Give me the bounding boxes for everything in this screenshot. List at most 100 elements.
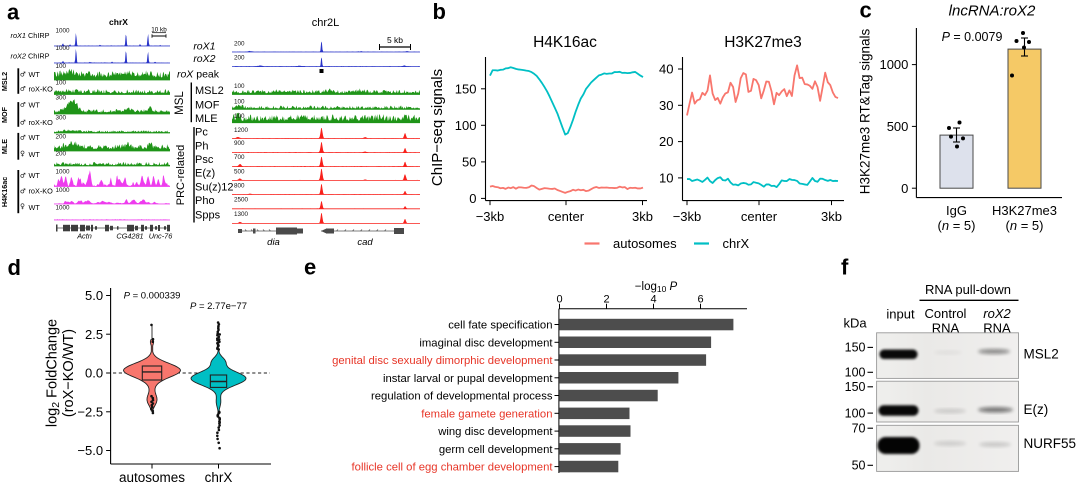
svg-text:1000: 1000 (56, 187, 71, 194)
svg-text:roX1 ChIRP: roX1 ChIRP (11, 31, 50, 40)
svg-text:chrX: chrX (109, 17, 128, 27)
svg-text:c: c (860, 0, 872, 23)
svg-text:3kb: 3kb (821, 209, 842, 224)
svg-text:WT: WT (29, 171, 41, 180)
svg-text:lncRNA:roX2: lncRNA:roX2 (949, 3, 1036, 20)
svg-text:5 kb: 5 kb (387, 35, 403, 45)
svg-text:0.0: 0.0 (85, 366, 103, 381)
svg-text:30: 30 (659, 98, 673, 113)
svg-text:roX2 ChIRP: roX2 ChIRP (11, 51, 50, 60)
svg-text:b: b (433, 0, 446, 24)
svg-text:150: 150 (845, 380, 866, 394)
svg-text:center: center (548, 209, 585, 224)
svg-text:roX peak: roX peak (177, 69, 220, 81)
svg-text:1000: 1000 (56, 205, 71, 212)
svg-text:50: 50 (462, 154, 476, 169)
svg-text:200: 200 (56, 150, 67, 157)
svg-text:Spps: Spps (195, 209, 221, 221)
svg-text:100: 100 (845, 406, 866, 420)
svg-text:RNA: RNA (932, 320, 960, 335)
svg-text:WT: WT (29, 100, 41, 109)
svg-text:900: 900 (234, 140, 245, 147)
svg-text:MSL2: MSL2 (1024, 347, 1059, 362)
svg-text:500: 500 (887, 119, 909, 134)
svg-text:MSL: MSL (174, 91, 186, 115)
svg-text:roX2: roX2 (193, 53, 215, 65)
svg-text:E(z): E(z) (195, 168, 215, 180)
svg-text:300: 300 (56, 114, 67, 121)
svg-text:200: 200 (234, 41, 245, 48)
svg-text:1300: 1300 (234, 211, 249, 218)
svg-text:instar larval or pupal develop: instar larval or pupal development (383, 373, 553, 385)
svg-text:1200: 1200 (234, 127, 249, 134)
svg-text:log2 FoldChange: log2 FoldChange (45, 319, 62, 427)
svg-text:H3K27me3: H3K27me3 (724, 34, 802, 51)
svg-text:0: 0 (469, 191, 476, 206)
svg-text:(n = 5): (n = 5) (938, 218, 976, 233)
svg-text:RNA: RNA (983, 320, 1011, 335)
svg-text:−log10 P: −log10 P (635, 281, 678, 294)
svg-text:roX-KO: roX-KO (29, 187, 54, 196)
svg-text:200: 200 (234, 54, 245, 61)
svg-text:e: e (304, 255, 316, 280)
svg-text:P = 2.77e−77: P = 2.77e−77 (190, 301, 247, 312)
svg-text:IgG: IgG (946, 203, 967, 218)
svg-text:MOF: MOF (195, 100, 220, 112)
svg-text:10 kb: 10 kb (151, 27, 167, 34)
svg-text:20: 20 (659, 134, 673, 149)
svg-text:germ cell development: germ cell development (439, 444, 554, 456)
svg-text:−5.0: −5.0 (77, 443, 103, 458)
svg-text:100: 100 (234, 83, 245, 90)
svg-text:Control: Control (925, 306, 967, 321)
svg-text:300: 300 (56, 94, 67, 101)
svg-text:100: 100 (455, 118, 477, 133)
svg-text:genital disc sexually dimorphi: genital disc sexually dimorphic developm… (332, 355, 553, 367)
svg-text:regulation of developmental pr: regulation of developmental process (371, 391, 553, 403)
svg-text:roX1: roX1 (193, 40, 215, 52)
svg-text:wing disc development: wing disc development (437, 426, 553, 438)
svg-text:f: f (841, 255, 849, 280)
svg-text:Pc: Pc (195, 126, 208, 138)
svg-text:center: center (741, 209, 778, 224)
svg-text:d: d (8, 255, 21, 280)
svg-text:Pho: Pho (195, 195, 215, 207)
svg-text:PRC-related: PRC-related (175, 145, 187, 206)
svg-text:70: 70 (852, 421, 866, 435)
svg-text:H3K27me3: H3K27me3 (992, 203, 1057, 218)
svg-text:Ph: Ph (195, 141, 208, 153)
svg-text:4: 4 (650, 294, 656, 306)
svg-text:MOF: MOF (0, 106, 9, 123)
svg-text:0: 0 (901, 181, 908, 196)
svg-text:chr2L: chr2L (312, 17, 340, 29)
svg-text:10: 10 (659, 171, 673, 186)
svg-text:−2.5: −2.5 (77, 404, 103, 419)
svg-text:2.5: 2.5 (85, 327, 103, 342)
svg-text:MSL2: MSL2 (0, 72, 9, 91)
svg-text:−3kb: −3kb (673, 209, 702, 224)
svg-text:imaginal disc development: imaginal disc development (419, 337, 553, 349)
svg-text:kDa: kDa (844, 316, 868, 331)
svg-text:(n = 5): (n = 5) (1006, 218, 1044, 233)
svg-text:Su(z)12: Su(z)12 (195, 181, 234, 193)
svg-text:input: input (886, 307, 915, 322)
svg-text:1000: 1000 (56, 27, 71, 34)
svg-text:MSL2: MSL2 (195, 85, 224, 97)
svg-text:(roX−KO/WT): (roX−KO/WT) (61, 329, 77, 417)
svg-text:autosomes: autosomes (119, 470, 185, 485)
svg-text:100: 100 (56, 63, 67, 70)
svg-text:ChIP−seq signals: ChIP−seq signals (429, 69, 446, 186)
svg-text:150: 150 (455, 81, 477, 96)
svg-text:a: a (7, 0, 20, 25)
svg-text:roX2: roX2 (983, 306, 1011, 321)
svg-text:CG4281: CG4281 (116, 232, 143, 241)
svg-text:200: 200 (56, 133, 67, 140)
svg-text:H3K27me3 RT&Tag signals: H3K27me3 RT&Tag signals (858, 28, 873, 194)
svg-text:cell fate specification: cell fate specification (448, 320, 552, 332)
svg-text:100: 100 (845, 366, 866, 380)
svg-text:40: 40 (659, 62, 673, 77)
svg-text:MLE: MLE (0, 139, 9, 154)
svg-text:150: 150 (845, 341, 866, 355)
svg-text:female gamete generation: female gamete generation (421, 408, 552, 420)
svg-text:RNA pull-down: RNA pull-down (925, 282, 1011, 297)
svg-text:0: 0 (556, 294, 562, 306)
